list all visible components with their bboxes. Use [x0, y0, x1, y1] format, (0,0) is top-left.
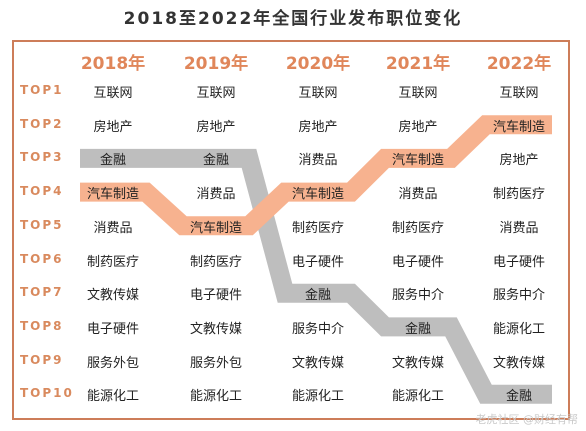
- chart-title: 2018至2022年全国行业发布职位变化: [123, 9, 463, 29]
- highlight-band-1: [80, 115, 552, 236]
- rank-label: TOP2: [20, 116, 64, 131]
- industry-cell: 文教传媒: [391, 355, 444, 371]
- industry-cell: 服务中介: [391, 288, 444, 304]
- industry-cell: 消费品: [93, 220, 133, 236]
- year-header: 2022年: [486, 54, 552, 74]
- industry-cell: 互联网: [398, 86, 438, 101]
- chart-frame: [12, 40, 570, 420]
- year-header: 2019年: [183, 54, 249, 74]
- industry-cell: 文教传媒: [492, 355, 545, 371]
- industry-cell: 汽车制造: [189, 220, 242, 236]
- industry-cell: 制药医疗: [86, 254, 139, 270]
- rank-label: TOP8: [20, 318, 64, 333]
- industry-cell: 消费品: [298, 153, 338, 169]
- industry-cell: 房地产: [398, 119, 438, 135]
- industry-cell: 服务中介: [291, 321, 344, 337]
- rank-label: TOP4: [20, 184, 64, 199]
- watermark: 老虎社区 @财经有帮: [475, 413, 579, 426]
- industry-cell: 金融: [404, 321, 431, 337]
- industry-cell: 服务外包: [189, 355, 242, 371]
- rank-label: TOP7: [20, 285, 64, 300]
- industry-cell: 汽车制造: [391, 153, 444, 169]
- industry-cell: 文教传媒: [291, 355, 344, 371]
- industry-cell: 消费品: [196, 187, 236, 203]
- industry-cell: 电子硬件: [189, 288, 242, 304]
- rank-label: TOP10: [20, 386, 74, 401]
- industry-cell: 电子硬件: [86, 321, 139, 337]
- industry-cell: 汽车制造: [291, 187, 344, 203]
- industry-cell: 制药医疗: [291, 220, 344, 236]
- industry-cell: 电子硬件: [291, 254, 344, 270]
- industry-cell: 金融: [202, 153, 229, 169]
- rank-label: TOP6: [20, 251, 64, 266]
- industry-cell: 互联网: [93, 86, 133, 101]
- industry-cell: 文教传媒: [189, 321, 242, 337]
- industry-cell: 房地产: [298, 119, 338, 135]
- highlight-band-0: [80, 148, 552, 404]
- industry-cell: 金融: [99, 153, 126, 169]
- industry-cell: 金融: [304, 288, 331, 304]
- industry-cell: 服务外包: [86, 355, 139, 371]
- industry-cell: 制药医疗: [189, 254, 242, 270]
- industry-cell: 能源化工: [189, 389, 242, 405]
- industry-cell: 能源化工: [86, 389, 139, 405]
- industry-cell: 电子硬件: [391, 254, 444, 270]
- rank-label: TOP5: [20, 217, 64, 232]
- industry-cell: 制药医疗: [391, 220, 444, 236]
- industry-cell: 房地产: [499, 153, 539, 169]
- industry-cell: 互联网: [499, 86, 539, 101]
- industry-cell: 消费品: [499, 220, 539, 236]
- industry-cell: 金融: [505, 389, 532, 405]
- rank-label: TOP1: [20, 83, 64, 97]
- industry-cell: 消费品: [398, 187, 438, 203]
- year-header: 2018年: [80, 54, 146, 74]
- industry-cell: 文教传媒: [86, 288, 139, 304]
- industry-cell: 服务中介: [492, 288, 545, 304]
- industry-cell: 能源化工: [391, 389, 444, 405]
- industry-cell: 房地产: [196, 119, 236, 135]
- industry-cell: 互联网: [196, 86, 236, 101]
- industry-cell: 能源化工: [291, 389, 344, 405]
- industry-cell: 汽车制造: [86, 187, 139, 203]
- industry-cell: 房地产: [93, 119, 133, 135]
- year-header: 2021年: [385, 54, 451, 74]
- industry-cell: 互联网: [298, 86, 338, 101]
- industry-cell: 制药医疗: [492, 187, 545, 203]
- rank-label: TOP3: [20, 150, 64, 165]
- year-header: 2020年: [285, 54, 351, 74]
- rank-label: TOP9: [20, 352, 64, 367]
- industry-cell: 电子硬件: [492, 254, 545, 270]
- industry-cell: 能源化工: [492, 321, 545, 337]
- industry-cell: 汽车制造: [492, 119, 545, 135]
